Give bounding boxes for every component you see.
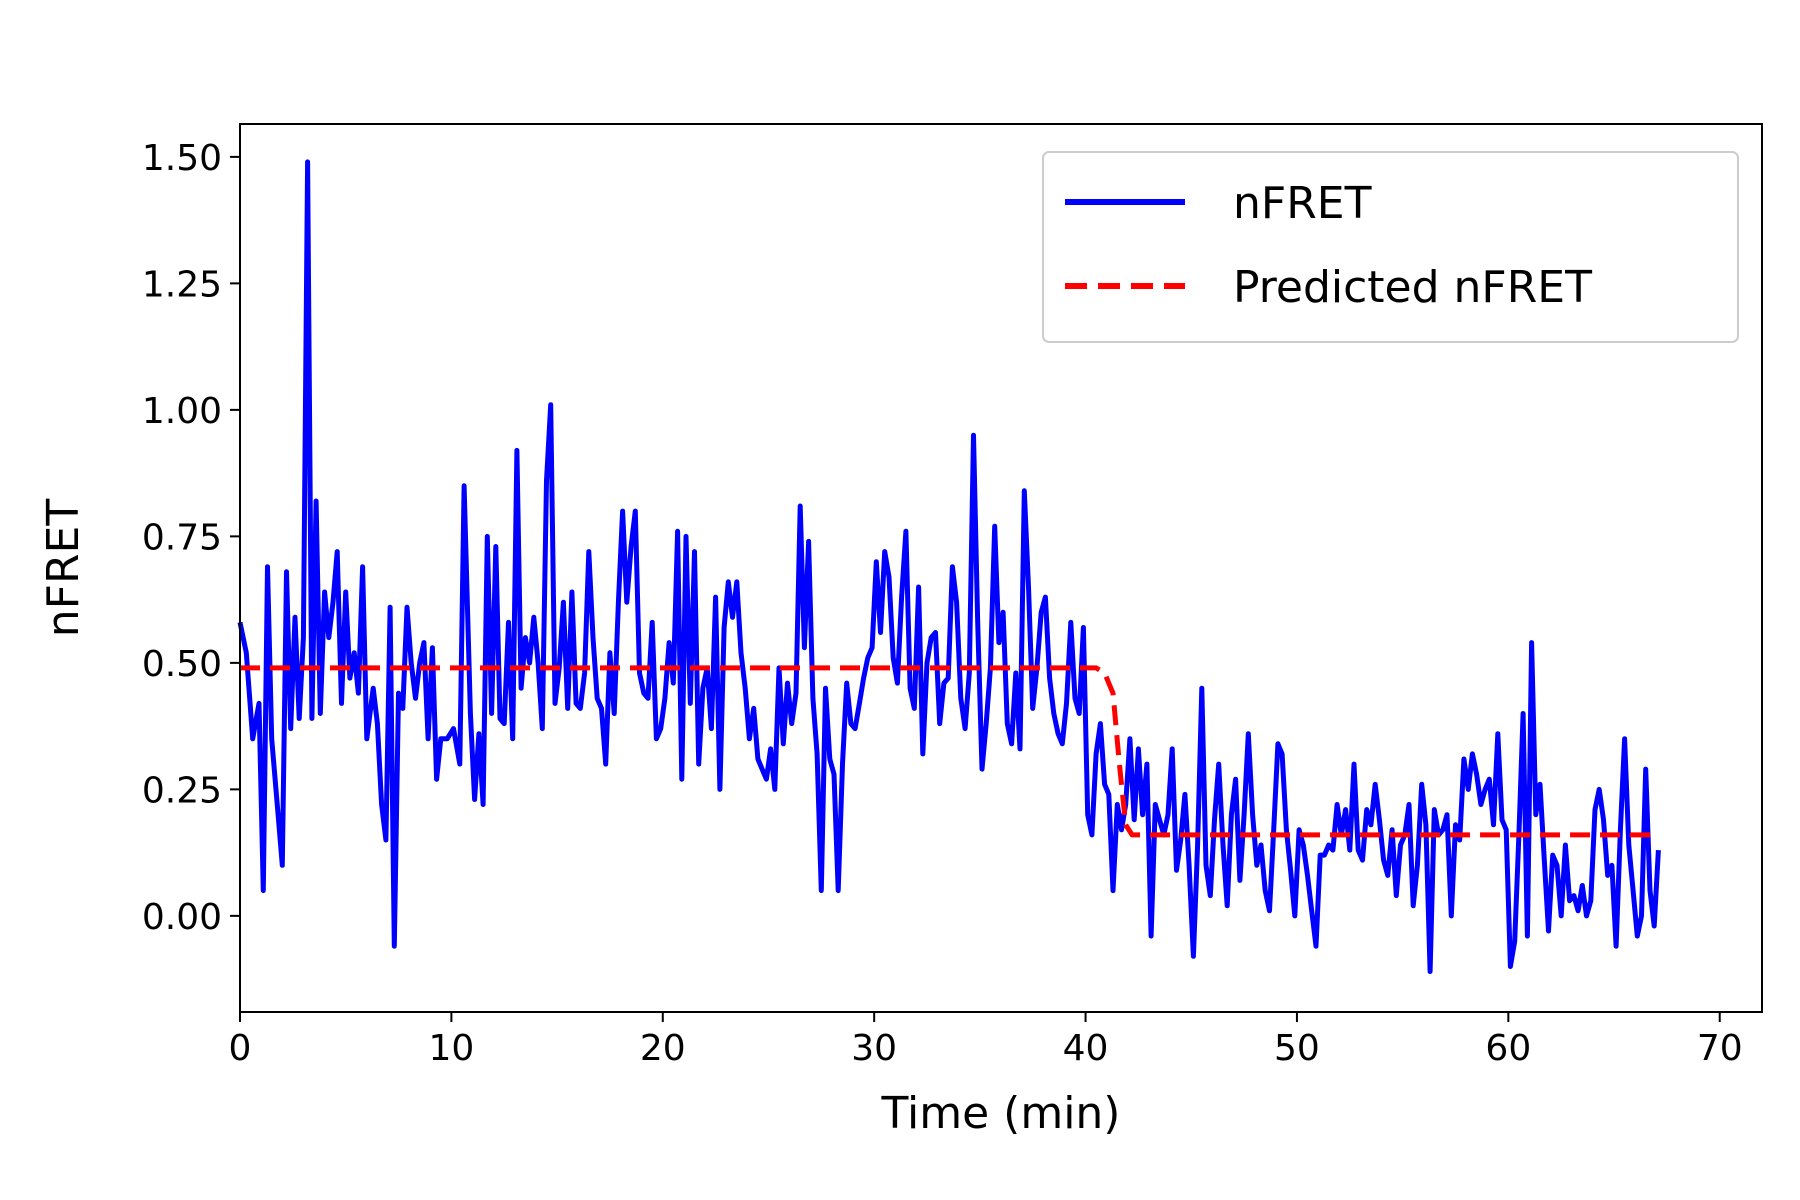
legend-label-predicted-nfret: Predicted nFRET bbox=[1233, 262, 1592, 313]
x-tick-label: 0 bbox=[229, 1028, 252, 1069]
y-tick-label: 1.50 bbox=[142, 138, 222, 179]
x-tick-label: 30 bbox=[851, 1028, 897, 1069]
series-line-nfret bbox=[237, 159, 1661, 974]
legend-label-nfret: nFRET bbox=[1233, 178, 1372, 229]
x-tick-label: 70 bbox=[1697, 1028, 1743, 1069]
x-tick-label: 40 bbox=[1063, 1028, 1109, 1069]
y-tick-label: 0.75 bbox=[142, 517, 222, 558]
x-tick-label: 20 bbox=[640, 1028, 686, 1069]
y-tick-label: 0.50 bbox=[142, 644, 222, 685]
plot-area bbox=[237, 123, 1763, 1013]
series-line-predicted-nfret bbox=[240, 665, 1659, 838]
y-tick-label: 0.00 bbox=[142, 897, 222, 938]
legend-box bbox=[1042, 151, 1739, 343]
legend: nFRET Predicted nFRET bbox=[1042, 151, 1739, 343]
y-tick-label: 1.00 bbox=[142, 391, 222, 432]
x-tick-label: 10 bbox=[428, 1028, 474, 1069]
plot-frame bbox=[239, 123, 1763, 1013]
series-layer bbox=[237, 159, 1661, 974]
y-axis: 0.00 0.25 0.50 0.75 1.00 1.25 1.50 bbox=[142, 138, 240, 938]
x-tick-label: 60 bbox=[1485, 1028, 1531, 1069]
y-tick-label: 0.25 bbox=[142, 770, 222, 811]
y-axis-title: nFRET bbox=[38, 499, 89, 638]
y-tick-label: 1.25 bbox=[142, 264, 222, 305]
x-axis-title: Time (min) bbox=[881, 1088, 1121, 1139]
x-axis: 0 10 20 30 40 50 60 70 bbox=[229, 1012, 1743, 1069]
x-tick-label: 50 bbox=[1274, 1028, 1320, 1069]
